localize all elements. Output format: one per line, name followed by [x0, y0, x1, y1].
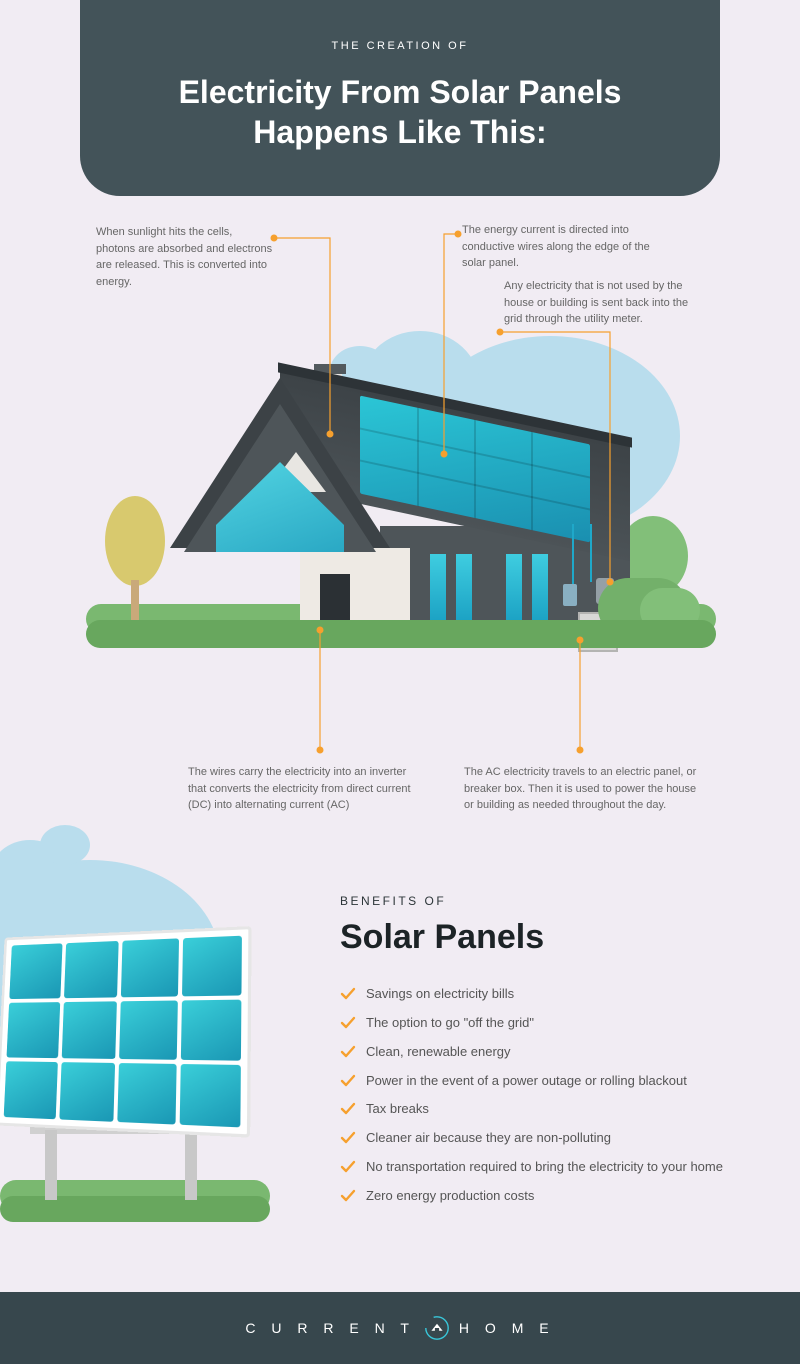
check-icon	[340, 1159, 356, 1175]
header-banner: THE CREATION OF Electricity From Solar P…	[80, 0, 720, 196]
benefits-title: Solar Panels	[340, 918, 740, 957]
callout-grid: Any electricity that is not used by the …	[504, 278, 704, 328]
benefit-item: Clean, renewable energy	[340, 1043, 740, 1062]
benefit-text: Clean, renewable energy	[366, 1043, 511, 1062]
benefit-item: Tax breaks	[340, 1100, 740, 1119]
benefit-text: Tax breaks	[366, 1100, 429, 1119]
benefit-text: Cleaner air because they are non-polluti…	[366, 1129, 611, 1148]
ground-front	[0, 1196, 270, 1222]
check-icon	[340, 1015, 356, 1031]
standalone-panel	[0, 926, 252, 1138]
callout-sunlight: When sunlight hits the cells, photons ar…	[96, 224, 274, 290]
callout-panel-box: The AC electricity travels to an electri…	[464, 764, 704, 814]
window	[506, 554, 522, 626]
benefit-item: The option to go "off the grid"	[340, 1014, 740, 1033]
wire	[572, 524, 574, 588]
meter-small	[563, 584, 577, 606]
benefits-section: BENEFITS OF Solar Panels Savings on elec…	[0, 870, 800, 1280]
benefit-item: No transportation required to bring the …	[340, 1158, 740, 1177]
benefits-list: Savings on electricity bills The option …	[340, 985, 740, 1206]
connector-line	[560, 636, 600, 756]
cloud-shape	[40, 825, 90, 865]
check-icon	[340, 1044, 356, 1060]
tree-icon	[105, 496, 165, 586]
benefits-eyebrow: BENEFITS OF	[340, 894, 740, 908]
house-diagram: When sunlight hits the cells, photons ar…	[0, 216, 800, 836]
panel-leg	[185, 1130, 197, 1200]
benefit-item: Zero energy production costs	[340, 1187, 740, 1206]
footer: C U R R E N T H O M E	[0, 1292, 800, 1364]
house-illustration	[170, 356, 630, 636]
benefit-text: Zero energy production costs	[366, 1187, 534, 1206]
benefit-text: The option to go "off the grid"	[366, 1014, 534, 1033]
check-icon	[340, 1130, 356, 1146]
window	[456, 554, 472, 626]
wire	[590, 524, 592, 582]
header-title: Electricity From Solar Panels Happens Li…	[140, 72, 660, 152]
ground-front	[86, 620, 716, 648]
benefit-item: Savings on electricity bills	[340, 985, 740, 1004]
check-icon	[340, 986, 356, 1002]
callout-wires: The energy current is directed into cond…	[462, 222, 662, 272]
check-icon	[340, 1073, 356, 1089]
benefits-content: BENEFITS OF Solar Panels Savings on elec…	[340, 894, 740, 1216]
check-icon	[340, 1101, 356, 1117]
panel-leg	[45, 1130, 57, 1200]
header-eyebrow: THE CREATION OF	[140, 40, 660, 52]
benefit-text: Power in the event of a power outage or …	[366, 1072, 687, 1091]
benefit-text: No transportation required to bring the …	[366, 1158, 723, 1177]
brand-logo-icon	[423, 1314, 451, 1342]
benefit-text: Savings on electricity bills	[366, 985, 514, 1004]
window	[532, 554, 548, 626]
benefit-item: Power in the event of a power outage or …	[340, 1072, 740, 1091]
check-icon	[340, 1188, 356, 1204]
callout-inverter: The wires carry the electricity into an …	[188, 764, 418, 814]
brand-text-right: H O M E	[459, 1320, 555, 1336]
benefit-item: Cleaner air because they are non-polluti…	[340, 1129, 740, 1148]
brand-text-left: C U R R E N T	[245, 1320, 415, 1336]
window	[430, 554, 446, 626]
